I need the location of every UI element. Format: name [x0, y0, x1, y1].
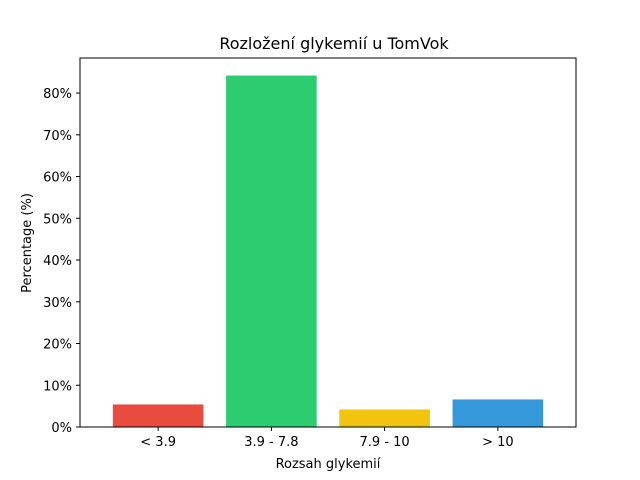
plot-frame: [79, 57, 577, 428]
y-tick-label: 80%: [43, 87, 72, 102]
y-axis-ticks: 0% 10% 20% 30% 40% 50% 60% 70% 80%: [43, 87, 80, 436]
bars: [112, 75, 544, 427]
x-tick-label: > 10: [482, 435, 514, 450]
y-tick-label: 0%: [51, 421, 72, 436]
x-tick-label: 7.9 - 10: [360, 435, 410, 450]
bar: [226, 75, 317, 427]
x-tick-label: < 3.9: [140, 435, 176, 450]
chart-title: Rozložení glykemií u TomVok: [219, 34, 449, 53]
y-tick-label: 50%: [43, 212, 72, 227]
x-tick-label: 3.9 - 7.8: [244, 435, 298, 450]
x-axis-label: Rozsah glykemií: [276, 457, 381, 472]
x-axis-ticks: < 3.9 3.9 - 7.8 7.9 - 10 > 10: [140, 427, 514, 450]
bar: [452, 399, 544, 427]
y-tick-label: 70%: [43, 129, 72, 144]
y-axis-label: Percentage (%): [20, 193, 35, 293]
y-tick-label: 30%: [43, 296, 72, 311]
y-tick-label: 20%: [43, 338, 72, 353]
bar: [112, 404, 204, 427]
y-tick-label: 10%: [43, 379, 72, 394]
bar: [339, 409, 430, 427]
y-tick-label: 40%: [43, 254, 72, 269]
y-tick-label: 60%: [43, 171, 72, 186]
